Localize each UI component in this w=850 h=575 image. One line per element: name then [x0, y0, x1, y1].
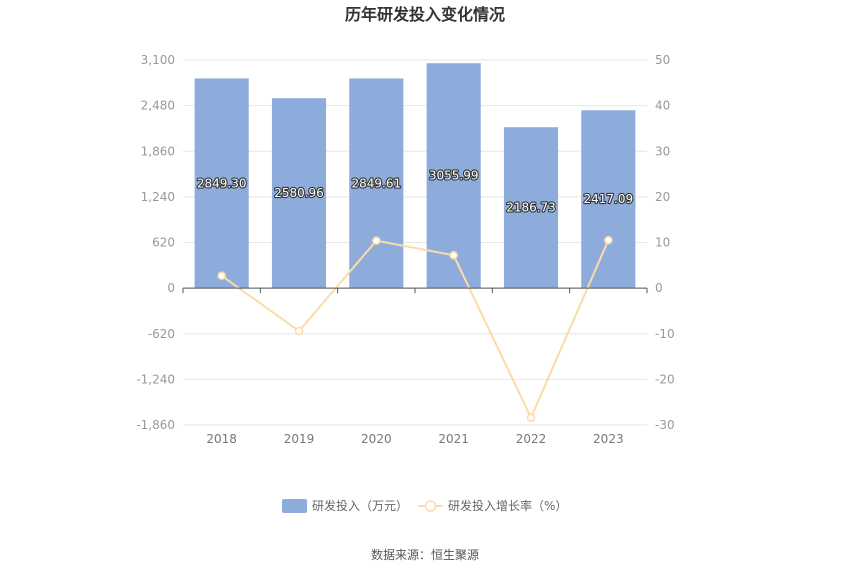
line-point[interactable] — [294, 326, 304, 336]
bar[interactable] — [581, 110, 636, 289]
x-tick-label: 2023 — [593, 432, 624, 446]
bar[interactable] — [194, 78, 249, 289]
y-right-tick-label: -10 — [655, 327, 675, 341]
growth-line — [221, 239, 610, 421]
x-tick-label: 2019 — [284, 432, 315, 446]
legend-line-label[interactable]: 研发投入增长率（%） — [448, 498, 567, 513]
y-right-tick-label: 0 — [655, 281, 663, 295]
x-tick-label: 2018 — [206, 432, 237, 446]
y-axis-left: 3,100 2,480 1,860 1,240 620 0 -620 -1,240 -1,860 — [136, 53, 175, 432]
legend-bar-label[interactable]: 研发投入（万元） — [312, 498, 408, 513]
y-left-tick-label: 1,860 — [141, 144, 175, 158]
y-right-tick-label: -30 — [655, 418, 675, 432]
x-tick-label: 2020 — [361, 432, 392, 446]
y-axis-right: 50 40 30 20 10 0 -10 -20 -30 — [655, 53, 675, 432]
gridlines — [183, 59, 647, 426]
y-left-tick-label: 620 — [152, 236, 175, 250]
line-point[interactable] — [449, 251, 458, 260]
chart-title: 历年研发投入变化情况 — [345, 5, 505, 24]
legend-bar-swatch[interactable] — [282, 499, 307, 513]
line-point[interactable] — [372, 236, 381, 245]
legend-line-marker — [424, 500, 437, 512]
y-left-tick-label: -1,860 — [136, 418, 175, 432]
y-left-tick-label: 2,480 — [141, 99, 175, 113]
bar-series — [194, 63, 636, 289]
y-right-tick-label: -20 — [655, 372, 675, 386]
line-point[interactable] — [526, 413, 536, 422]
bar[interactable] — [503, 127, 559, 289]
y-right-tick-label: 20 — [655, 190, 670, 204]
bar-value-label: 2186.73 — [506, 201, 556, 215]
y-left-tick-label: -1,240 — [136, 372, 175, 386]
line-point[interactable] — [604, 235, 613, 245]
bar-value-label: 3055.99 — [429, 169, 479, 183]
y-left-tick-label: 0 — [167, 281, 175, 295]
x-tick-label: 2021 — [438, 432, 469, 446]
y-left-tick-label: 3,100 — [141, 53, 175, 67]
line-point[interactable] — [217, 271, 226, 281]
y-left-tick-label: -620 — [148, 327, 175, 341]
data-source: 数据来源：恒生聚源 — [371, 547, 479, 562]
bar-value-label: 2849.30 — [197, 176, 247, 190]
bar-value-label: 2580.96 — [274, 186, 324, 200]
y-right-tick-label: 30 — [655, 144, 670, 158]
legend: 研发投入（万元） 研发投入增长率（%） — [282, 498, 567, 513]
x-axis: 2018 2019 2020 2021 2022 2023 — [182, 287, 648, 446]
y-right-tick-label: 40 — [655, 99, 670, 113]
bar[interactable] — [349, 78, 404, 289]
bar-data-labels: 2849.30 2580.96 2849.61 3055.99 2186.73 2417.… — [196, 168, 634, 216]
y-left-tick-label: 1,240 — [141, 190, 175, 204]
bar-value-label: 2417.09 — [584, 192, 634, 206]
bar[interactable] — [271, 98, 327, 289]
bar[interactable] — [426, 63, 481, 289]
line-series — [217, 235, 613, 422]
bar-value-label: 2849.61 — [352, 176, 402, 190]
y-right-tick-label: 10 — [655, 236, 670, 250]
y-right-tick-label: 50 — [655, 53, 670, 67]
x-tick-label: 2022 — [516, 432, 547, 446]
